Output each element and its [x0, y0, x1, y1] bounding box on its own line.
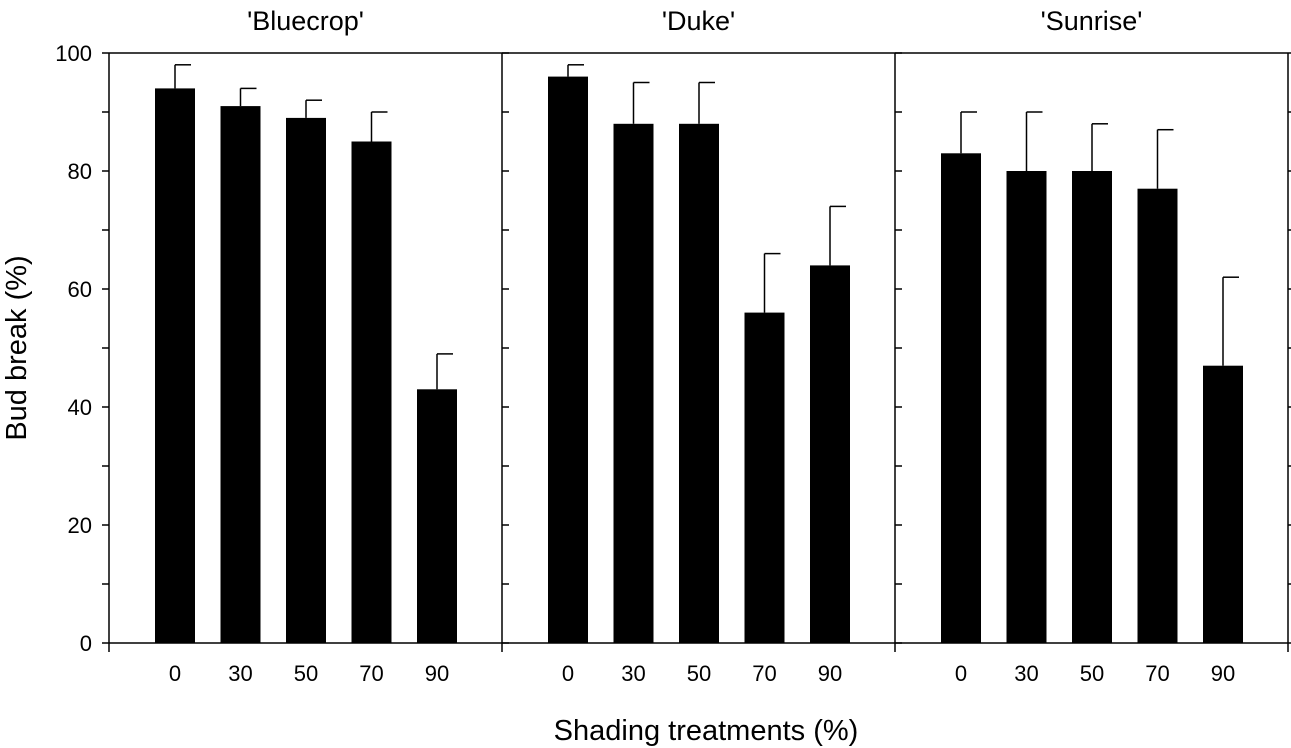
bar	[548, 76, 588, 644]
bar	[155, 88, 195, 643]
bar	[417, 389, 457, 643]
plot-area: 0 20 40 60 80 100 'Bluecrop' 0 30 50 70 90 'Duke' 0 30…	[55, 6, 1291, 686]
bar	[1006, 171, 1047, 643]
bar	[810, 265, 850, 643]
y-tick-label: 60	[68, 277, 92, 302]
panel-title: 'Duke'	[662, 6, 735, 36]
x-tick-label: 70	[752, 661, 776, 686]
y-tick-label: 20	[68, 513, 92, 538]
panel-title: 'Sunrise'	[1041, 6, 1143, 36]
x-tick-label: 50	[294, 661, 318, 686]
x-tick-label: 90	[425, 661, 449, 686]
bar	[1137, 188, 1178, 643]
bar	[1203, 365, 1243, 643]
x-tick-label: 30	[1014, 661, 1038, 686]
x-tick-label: 30	[228, 661, 252, 686]
x-tick-label: 0	[562, 661, 574, 686]
y-tick-label: 100	[55, 41, 92, 66]
x-tick-label: 90	[1211, 661, 1235, 686]
x-tick-label: 0	[955, 661, 967, 686]
x-tick-label: 70	[359, 661, 383, 686]
x-tick-label: 30	[621, 661, 645, 686]
x-tick-label: 70	[1145, 661, 1169, 686]
x-tick-label: 50	[687, 661, 711, 686]
x-axis-title: Shading treatments (%)	[554, 715, 859, 747]
bar	[351, 141, 392, 643]
x-tick-label: 90	[818, 661, 842, 686]
y-tick-label: 80	[68, 159, 92, 184]
y-tick-label: 40	[68, 395, 92, 420]
panel-title: 'Bluecrop'	[247, 6, 364, 36]
bar	[220, 106, 261, 644]
y-tick-label: 0	[80, 631, 92, 656]
x-tick-label: 0	[169, 661, 181, 686]
bar	[941, 153, 981, 644]
y-axis-title: Bud break (%)	[1, 255, 33, 440]
bar	[679, 123, 719, 644]
bar	[286, 117, 326, 643]
bar	[744, 312, 785, 643]
bar	[613, 123, 654, 644]
x-tick-label: 50	[1080, 661, 1104, 686]
bar	[1072, 171, 1112, 643]
